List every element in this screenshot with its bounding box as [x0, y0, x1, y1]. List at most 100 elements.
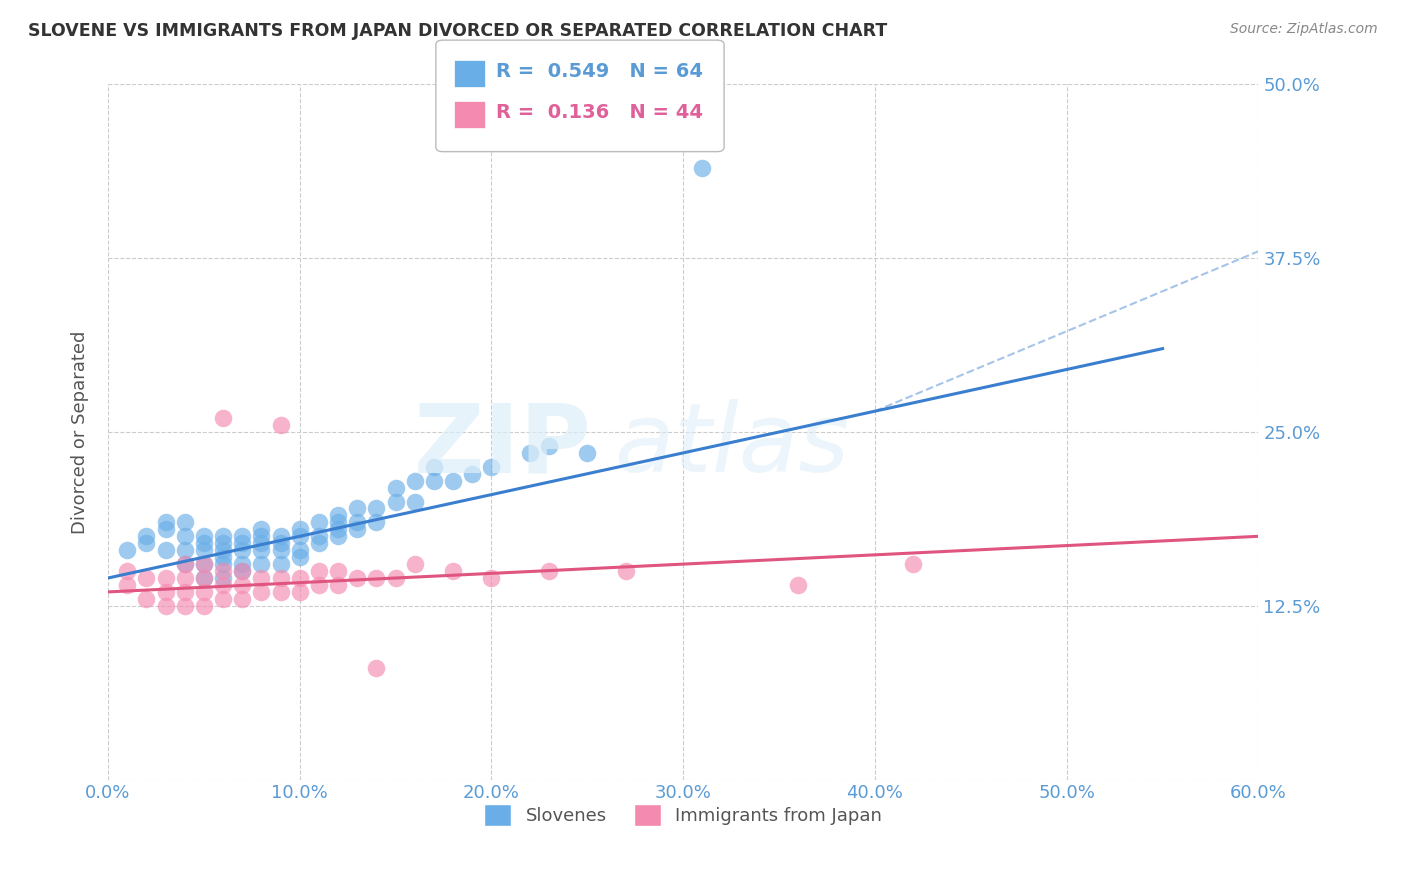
Point	[135, 536, 157, 550]
Point	[326, 516, 349, 530]
Point	[423, 474, 446, 488]
Text: R =  0.136   N = 44: R = 0.136 N = 44	[496, 103, 703, 122]
Point	[250, 522, 273, 536]
Point	[384, 571, 406, 585]
Point	[481, 459, 503, 474]
Point	[212, 550, 235, 565]
Point	[250, 571, 273, 585]
Point	[326, 522, 349, 536]
Point	[346, 522, 368, 536]
Point	[346, 501, 368, 516]
Point	[173, 599, 195, 613]
Point	[173, 516, 195, 530]
Point	[384, 494, 406, 508]
Point	[135, 591, 157, 606]
Point	[193, 571, 215, 585]
Point	[326, 564, 349, 578]
Point	[288, 585, 311, 599]
Point	[326, 508, 349, 523]
Point	[212, 543, 235, 558]
Point	[173, 585, 195, 599]
Point	[404, 557, 426, 571]
Point	[173, 557, 195, 571]
Point	[115, 543, 138, 558]
Point	[155, 599, 177, 613]
Point	[384, 481, 406, 495]
Point	[212, 571, 235, 585]
Point	[250, 529, 273, 543]
Point	[537, 564, 560, 578]
Point	[326, 578, 349, 592]
Point	[270, 536, 292, 550]
Point	[270, 543, 292, 558]
Point	[115, 564, 138, 578]
Point	[692, 161, 714, 175]
Point	[519, 446, 541, 460]
Point	[308, 529, 330, 543]
Point	[250, 543, 273, 558]
Point	[231, 564, 253, 578]
Point	[212, 564, 235, 578]
Point	[193, 571, 215, 585]
Point	[270, 571, 292, 585]
Point	[288, 550, 311, 565]
Point	[250, 557, 273, 571]
Point	[193, 557, 215, 571]
Point	[155, 522, 177, 536]
Point	[537, 439, 560, 453]
Point	[135, 529, 157, 543]
Text: Source: ZipAtlas.com: Source: ZipAtlas.com	[1230, 22, 1378, 37]
Point	[366, 661, 388, 675]
Point	[115, 578, 138, 592]
Point	[346, 571, 368, 585]
Text: SLOVENE VS IMMIGRANTS FROM JAPAN DIVORCED OR SEPARATED CORRELATION CHART: SLOVENE VS IMMIGRANTS FROM JAPAN DIVORCE…	[28, 22, 887, 40]
Point	[441, 564, 464, 578]
Point	[231, 543, 253, 558]
Text: R =  0.549   N = 64: R = 0.549 N = 64	[496, 62, 703, 81]
Text: ZIP: ZIP	[413, 400, 591, 492]
Point	[461, 467, 484, 481]
Point	[173, 571, 195, 585]
Point	[404, 494, 426, 508]
Point	[212, 578, 235, 592]
Point	[270, 418, 292, 433]
Point	[231, 578, 253, 592]
Point	[212, 557, 235, 571]
Point	[308, 516, 330, 530]
Point	[155, 585, 177, 599]
Point	[903, 557, 925, 571]
Point	[346, 516, 368, 530]
Point	[231, 529, 253, 543]
Point	[787, 578, 810, 592]
Point	[193, 529, 215, 543]
Text: atlas: atlas	[614, 400, 849, 492]
Point	[212, 591, 235, 606]
Point	[404, 474, 426, 488]
Point	[308, 564, 330, 578]
Point	[270, 557, 292, 571]
Point	[231, 557, 253, 571]
Point	[231, 564, 253, 578]
Point	[155, 571, 177, 585]
Point	[155, 543, 177, 558]
Point	[288, 543, 311, 558]
Point	[270, 585, 292, 599]
Point	[193, 557, 215, 571]
Point	[212, 411, 235, 425]
Point	[326, 529, 349, 543]
Point	[250, 536, 273, 550]
Point	[366, 516, 388, 530]
Point	[173, 543, 195, 558]
Point	[441, 474, 464, 488]
Point	[423, 459, 446, 474]
Point	[308, 536, 330, 550]
Point	[481, 571, 503, 585]
Y-axis label: Divorced or Separated: Divorced or Separated	[72, 330, 89, 533]
Point	[576, 446, 599, 460]
Point	[173, 529, 195, 543]
Point	[193, 599, 215, 613]
Point	[270, 529, 292, 543]
Point	[231, 536, 253, 550]
Point	[614, 564, 637, 578]
Point	[212, 536, 235, 550]
